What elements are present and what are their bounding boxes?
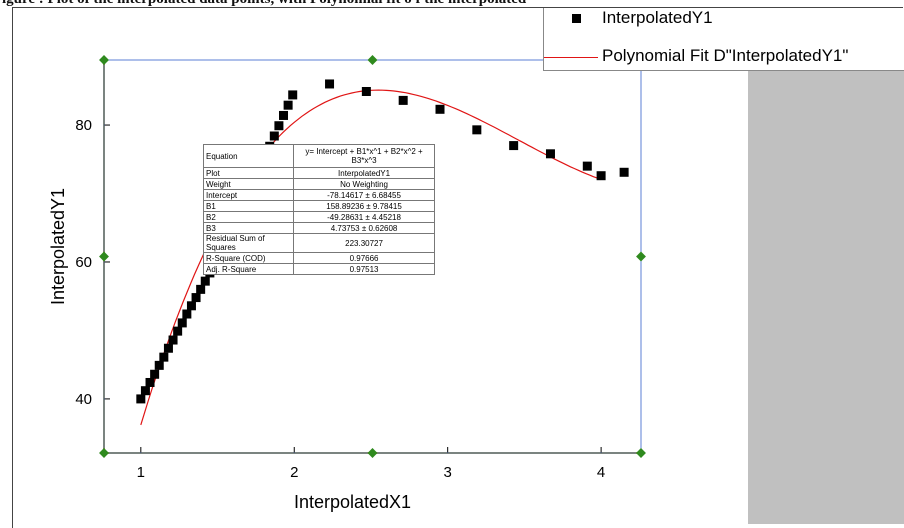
resize-handle[interactable] <box>99 251 109 262</box>
legend-label-series-2: Polynomial Fit D"InterpolatedY1" <box>602 46 849 65</box>
fit-table-value: 4.73753 ± 0.62608 <box>293 222 435 234</box>
data-point <box>274 121 284 131</box>
data-point <box>177 318 187 328</box>
fit-table-row: B1 158.89236 ± 9.78415 <box>202 200 435 212</box>
fit-table-value: 0.97513 <box>293 263 435 275</box>
legend-red-line-icon <box>544 57 598 58</box>
fit-table-row: Plot InterpolatedY1 <box>202 167 435 179</box>
resize-handle[interactable] <box>99 55 109 65</box>
fit-table-label: B2 <box>202 211 295 223</box>
fit-table-label: B3 <box>202 222 295 234</box>
y-tick-label: 80 <box>75 117 92 134</box>
data-point <box>173 326 183 336</box>
y-tick-label: 40 <box>75 391 92 408</box>
data-point <box>145 377 155 387</box>
fit-table-label: Adj. R-Square <box>202 263 295 275</box>
fit-table-label: Intercept <box>202 189 295 201</box>
fit-table-value: InterpolatedY1 <box>293 167 435 179</box>
fit-table-row: B2 -49.28631 ± 4.45218 <box>202 211 435 223</box>
data-point <box>435 104 445 114</box>
fit-table-row: Residual Sum of Squares 223.30727 <box>202 233 435 253</box>
fit-table-label: B1 <box>202 200 295 212</box>
data-point <box>163 343 173 353</box>
fit-table-label: Plot <box>202 167 295 179</box>
legend[interactable]: InterpolatedY1 Polynomial Fit D"Interpol… <box>543 8 904 71</box>
data-point <box>619 167 629 177</box>
data-point <box>136 394 146 404</box>
x-tick-label: 3 <box>444 464 452 481</box>
fit-table-row: R-Square (COD) 0.97666 <box>202 252 435 264</box>
data-point <box>545 149 555 159</box>
data-point <box>159 352 169 362</box>
data-point <box>168 335 178 345</box>
data-point <box>182 309 192 319</box>
figure-caption-fragment: igure : Plot of the interpolated data po… <box>0 0 904 8</box>
fit-table-row: B3 4.73753 ± 0.62608 <box>202 222 435 234</box>
data-point <box>279 110 289 120</box>
data-point <box>150 369 160 379</box>
resize-handle[interactable] <box>99 448 109 458</box>
fit-table-value: 158.89236 ± 9.78415 <box>293 200 435 212</box>
data-point <box>325 79 335 89</box>
fit-table-label: Equation <box>202 144 295 168</box>
data-point <box>200 276 210 286</box>
fit-table-row: Adj. R-Square 0.97513 <box>202 263 435 275</box>
fit-table-value: -78.14617 ± 6.68455 <box>293 189 435 201</box>
fit-table-row: Equation y= Intercept + B1*x^1 + B2*x^2 +… <box>202 144 435 168</box>
data-point <box>472 125 482 135</box>
data-point <box>509 141 519 151</box>
resize-handle[interactable] <box>367 448 378 458</box>
fit-table-row: Intercept -78.14617 ± 6.68455 <box>202 189 435 201</box>
data-point <box>582 161 592 171</box>
fit-table-label: Residual Sum of Squares <box>202 233 295 253</box>
resize-handle[interactable] <box>636 448 646 458</box>
y-axis-title: InterpolatedY1 <box>48 188 68 305</box>
x-tick-label: 1 <box>137 464 145 481</box>
legend-square-marker-icon <box>572 14 581 23</box>
x-tick-label: 2 <box>290 464 298 481</box>
data-point <box>191 293 201 303</box>
workspace-margin <box>748 8 904 524</box>
data-point <box>186 301 196 311</box>
fit-table-value: 0.97666 <box>293 252 435 264</box>
fit-table-value: y= Intercept + B1*x^1 + B2*x^2 + B3*x^3 <box>293 144 435 168</box>
fit-table-label: R-Square (COD) <box>202 252 295 264</box>
data-point <box>283 100 293 110</box>
legend-label-series-1: InterpolatedY1 <box>602 8 713 27</box>
x-tick-label: 4 <box>597 464 605 481</box>
data-point <box>398 95 408 105</box>
resize-handle[interactable] <box>636 251 646 262</box>
data-point <box>140 386 150 396</box>
data-point <box>196 284 206 294</box>
data-point <box>288 90 298 100</box>
fit-table-row: Weight No Weighting <box>202 178 435 190</box>
fit-table-value: No Weighting <box>293 178 435 190</box>
caption-text: igure : Plot of the interpolated data po… <box>2 0 526 8</box>
data-point <box>361 86 371 96</box>
fit-table-label: Weight <box>202 178 295 190</box>
axis-layer: 1 2 3 4 40 60 80 InterpolatedX1 InterpolatedY1 <box>48 117 605 512</box>
x-axis-title: InterpolatedX1 <box>294 492 411 512</box>
data-point <box>596 171 606 181</box>
page-frame <box>12 7 903 528</box>
fit-table-value: -49.28631 ± 4.45218 <box>293 211 435 223</box>
data-point <box>154 360 164 370</box>
resize-handle[interactable] <box>367 55 378 65</box>
data-point <box>269 131 279 141</box>
fit-table-value: 223.30727 <box>293 233 435 253</box>
y-tick-label: 60 <box>75 254 92 271</box>
fit-results-table[interactable]: Equation y= Intercept + B1*x^1 + B2*x^2 +… <box>202 144 435 275</box>
